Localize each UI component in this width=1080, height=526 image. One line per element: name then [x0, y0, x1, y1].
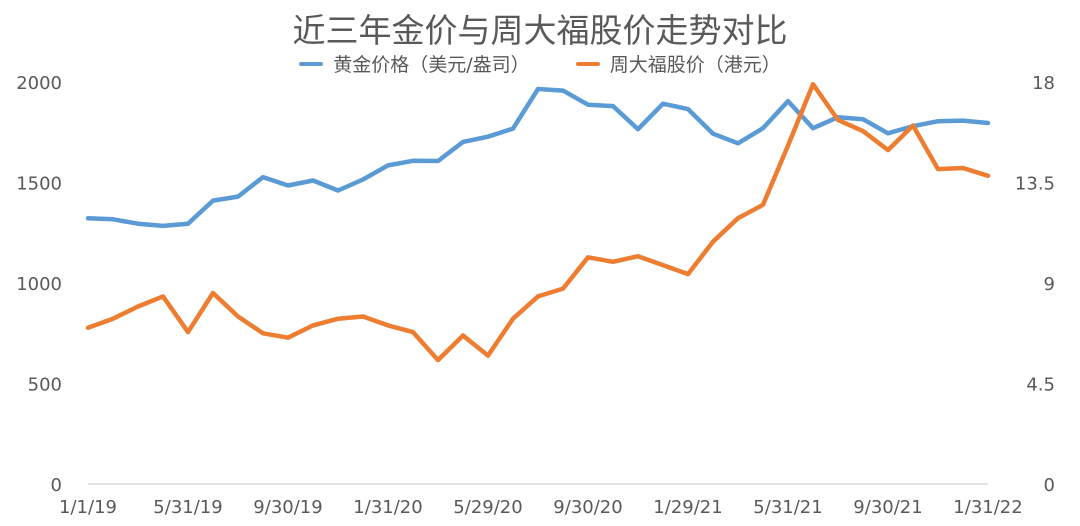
- left-y-tick-label: 1000: [16, 274, 62, 295]
- left-y-tick-label: 0: [51, 475, 62, 496]
- x-tick-label: 9/30/21: [853, 497, 922, 518]
- right-y-axis: 0 4.5 9 13.5 18: [1015, 73, 1055, 496]
- x-tick-label: 1/1/19: [59, 497, 117, 518]
- chart-title: 近三年金价与周大福股价走势对比: [292, 11, 788, 50]
- x-tick-label: 1/31/22: [953, 497, 1022, 518]
- legend-swatch-gold: [299, 61, 324, 66]
- right-y-tick-label: 9: [1044, 274, 1055, 295]
- left-y-tick-label: 2000: [16, 73, 62, 94]
- x-tick-label: 1/29/21: [653, 497, 722, 518]
- legend-item-gold: 黄金价格（美元/盎司）: [299, 50, 530, 77]
- legend-label-gold: 黄金价格（美元/盎司）: [333, 54, 530, 76]
- legend-label-stock: 周大福股价（港元）: [609, 54, 781, 76]
- x-tick-label: 9/30/19: [253, 497, 322, 518]
- legend-swatch-stock: [575, 61, 600, 66]
- left-y-tick-label: 1500: [16, 174, 62, 195]
- x-axis: 1/1/19 5/31/19 9/30/19 1/31/20 5/29/20 9/30/2…: [59, 483, 1023, 518]
- x-tick-label: 5/29/20: [453, 497, 522, 518]
- legend-item-stock: 周大福股价（港元）: [575, 50, 781, 77]
- left-y-axis: 0 500 1000 1500 2000: [16, 73, 62, 496]
- right-y-tick-label: 0: [1044, 475, 1055, 496]
- series-lines: [85, 81, 991, 363]
- right-y-tick-label: 18: [1032, 73, 1055, 94]
- stock-price-line: [85, 81, 991, 363]
- right-y-tick-label: 4.5: [1026, 375, 1055, 396]
- x-tick-label: 5/31/21: [753, 497, 822, 518]
- x-tick-label: 1/31/20: [353, 497, 422, 518]
- right-y-tick-label: 13.5: [1015, 174, 1055, 195]
- left-y-tick-label: 500: [28, 375, 62, 396]
- gold-price-line: [85, 86, 991, 229]
- legend: 黄金价格（美元/盎司） 周大福股价（港元）: [0, 50, 1080, 77]
- x-tick-label: 9/30/20: [553, 497, 622, 518]
- x-tick-label: 5/31/19: [153, 497, 222, 518]
